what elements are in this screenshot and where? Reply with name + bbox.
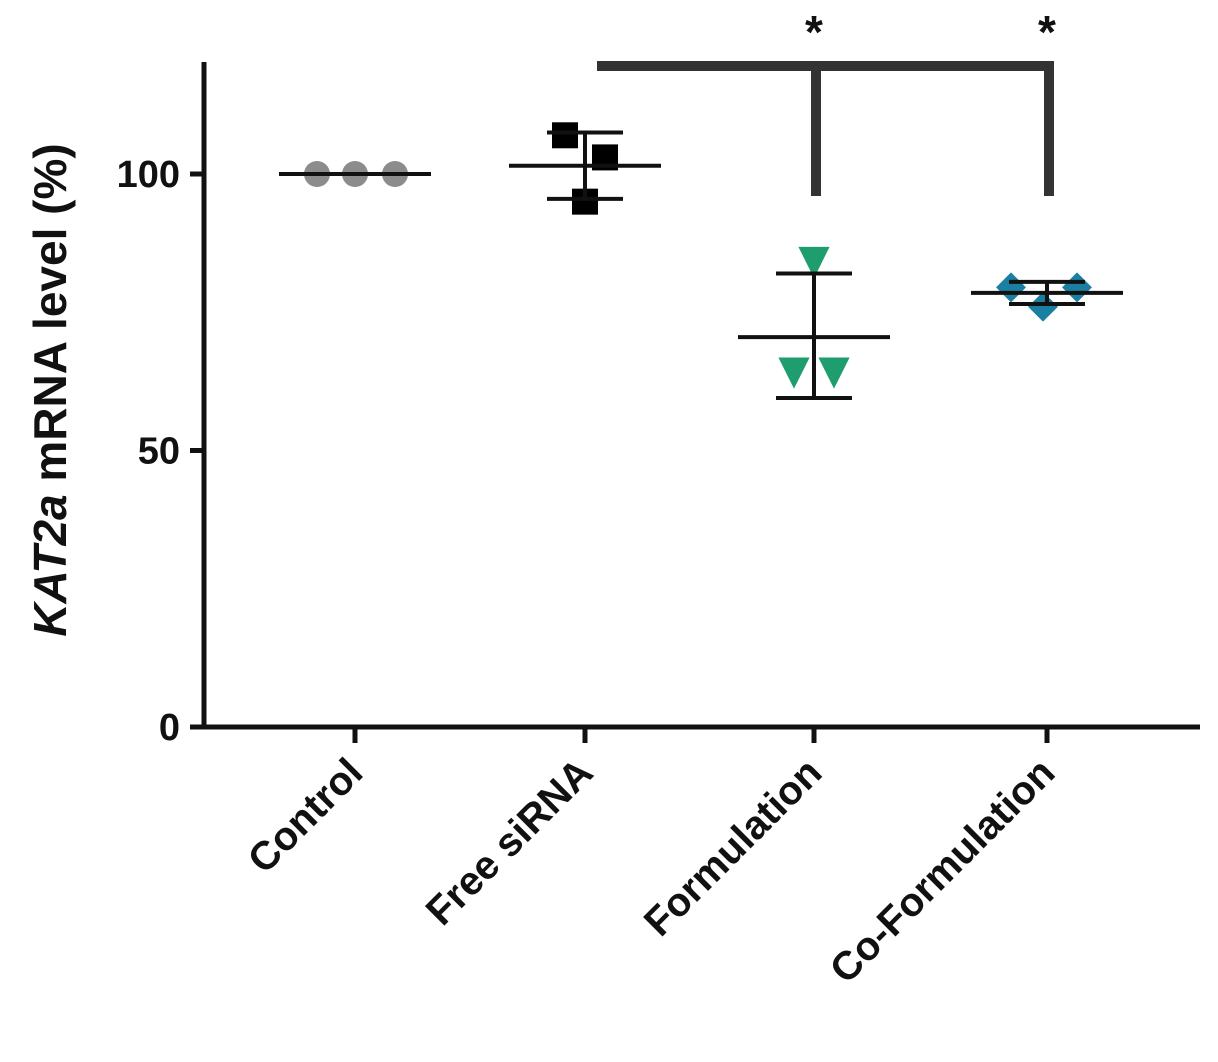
- group-free-sirna: [509, 122, 661, 215]
- x-tick-label: Formulation: [636, 750, 831, 945]
- y-axis-label-italic: KAT2a: [24, 494, 76, 636]
- group-co-formulation: [971, 272, 1123, 322]
- group-formulation: [738, 246, 890, 400]
- data-point: [798, 246, 830, 279]
- x-tick-label: Co-Formulation: [822, 750, 1064, 992]
- data-point: [778, 357, 810, 389]
- data-point: [1062, 272, 1092, 303]
- x-tick-label: Control: [240, 750, 372, 882]
- x-tick-label: Free siRNA: [418, 750, 602, 934]
- data-point: [818, 357, 850, 389]
- significance-brackets: * *: [597, 6, 1056, 196]
- significance-star: *: [805, 6, 823, 58]
- y-tick-label: 100: [117, 154, 180, 196]
- data-point: [552, 122, 578, 149]
- data-point: [996, 272, 1026, 303]
- y-tick-label: 0: [159, 707, 180, 749]
- y-axis-label: KAT2a mRNA level (%): [24, 143, 76, 636]
- significance-star: *: [1038, 6, 1056, 58]
- axis-labels: KAT2a mRNA level (%) Control Free siRNA For…: [24, 143, 1063, 992]
- axes: 0 50 100: [117, 62, 1200, 749]
- data-groups: [279, 122, 1123, 400]
- y-axis-label-rest: mRNA level (%): [24, 143, 76, 494]
- y-tick-label: 50: [138, 431, 180, 473]
- data-point: [1028, 291, 1058, 322]
- group-control: [279, 161, 431, 187]
